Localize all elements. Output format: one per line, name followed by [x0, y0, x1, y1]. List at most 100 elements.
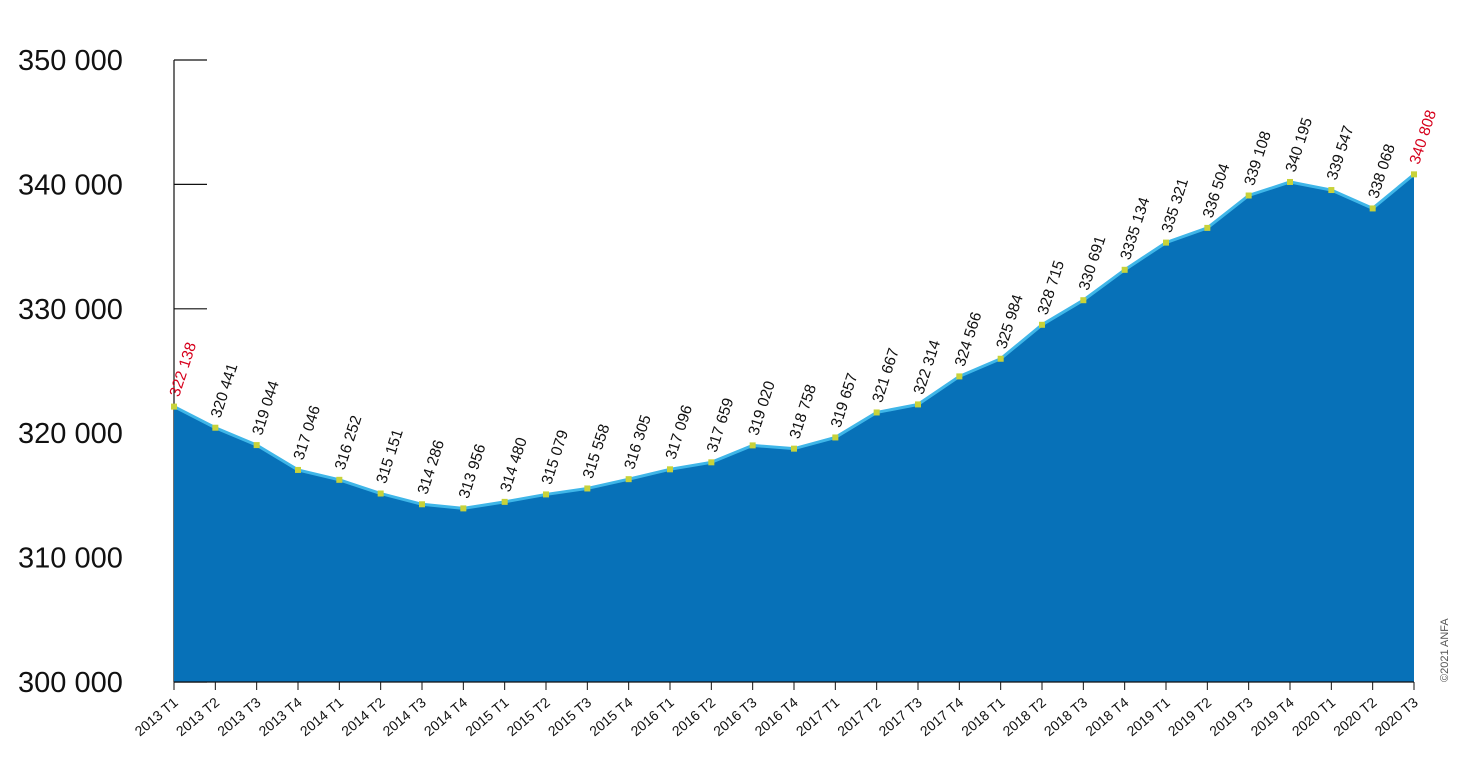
data-point	[1121, 266, 1128, 273]
data-point	[295, 466, 301, 473]
data-point	[336, 476, 343, 483]
x-tick-label: 2014 T3	[379, 694, 429, 739]
y-tick-label: 350 000	[18, 45, 123, 77]
data-point	[501, 498, 508, 505]
x-tick-label: 2017 T2	[834, 694, 884, 739]
data-point	[377, 490, 384, 497]
y-tick-label: 330 000	[18, 294, 123, 326]
data-label: 315 079	[539, 428, 572, 487]
x-tick-label: 2018 T4	[1082, 694, 1132, 739]
data-label: 335 321	[1159, 176, 1192, 235]
data-label: 340 808	[1407, 108, 1440, 167]
x-tick-label: 2018 T2	[999, 694, 1049, 739]
x-tick-label: 2013 T1	[131, 694, 181, 739]
area-fill	[174, 174, 1414, 682]
data-point	[1080, 297, 1087, 304]
x-tick-label: 2016 T2	[669, 694, 719, 739]
data-label: 317 046	[291, 404, 324, 463]
data-label: 315 558	[580, 422, 613, 481]
data-label: 314 286	[415, 438, 448, 497]
x-tick-label: 2019 T4	[1247, 694, 1297, 739]
data-point	[667, 466, 673, 473]
y-tick-label: 310 000	[18, 543, 123, 575]
x-tick-label: 2020 T1	[1289, 694, 1339, 739]
data-label: 319 044	[249, 378, 283, 437]
data-label: 319 657	[828, 371, 861, 430]
data-point	[956, 373, 963, 380]
x-tick-label: 2017 T3	[875, 694, 925, 739]
data-point	[1369, 205, 1376, 212]
copyright-credit: ©2021 ANFA	[1439, 618, 1451, 682]
x-tick-label: 2015 T2	[503, 694, 553, 739]
data-point	[749, 442, 756, 449]
data-point	[1204, 224, 1211, 231]
data-point	[873, 409, 880, 416]
data-point	[460, 505, 467, 512]
data-label: 316 252	[332, 413, 365, 472]
y-tick-label: 340 000	[18, 169, 123, 201]
x-tick-label: 2015 T1	[462, 694, 512, 739]
data-label: 313 956	[456, 442, 489, 501]
x-tick-label: 2020 T2	[1330, 694, 1380, 739]
data-label: 3335 134	[1117, 195, 1153, 262]
x-tick-label: 2019 T2	[1165, 694, 1215, 739]
data-point	[832, 434, 839, 441]
data-label: 321 667	[869, 346, 902, 405]
data-point	[171, 403, 177, 410]
data-point	[543, 491, 549, 498]
data-point	[1163, 239, 1169, 246]
y-axis: 300 000 310 000 320 000 330 000 340 000 350 0…	[18, 45, 207, 699]
x-tick-label: 2016 T1	[627, 694, 677, 739]
data-label: 315 151	[373, 427, 406, 486]
x-tick-label: 2018 T1	[958, 694, 1008, 739]
data-point	[625, 476, 632, 483]
x-tick-label: 2014 T4	[421, 694, 471, 739]
data-point	[1039, 321, 1045, 328]
data-label: 324 566	[952, 310, 985, 369]
data-label: 316 305	[621, 413, 654, 472]
x-tick-label: 2017 T1	[793, 694, 843, 739]
data-label: 322 314	[911, 338, 945, 397]
data-point	[1411, 171, 1417, 178]
data-point	[791, 445, 797, 452]
x-tick-label: 2014 T2	[338, 694, 388, 739]
x-tick-label: 2019 T1	[1123, 694, 1173, 739]
x-tick-label: 2019 T3	[1206, 694, 1256, 739]
data-point	[1245, 192, 1252, 199]
data-point	[253, 442, 260, 449]
y-tick-label: 300 000	[18, 667, 123, 699]
data-label: 318 758	[787, 382, 820, 441]
x-tick-label: 2015 T4	[586, 694, 636, 739]
x-tick-label: 2016 T4	[751, 694, 801, 739]
data-point	[419, 501, 425, 508]
x-tick-label: 2013 T3	[214, 694, 264, 739]
area-layer	[171, 171, 1417, 682]
x-tick-label: 2015 T3	[545, 694, 595, 739]
data-label: 328 715	[1035, 258, 1068, 317]
x-tick-label: 2017 T4	[917, 694, 967, 739]
data-point	[1328, 187, 1335, 194]
x-tick-label: 2013 T2	[173, 694, 223, 739]
data-point	[584, 485, 591, 492]
data-point	[212, 424, 219, 431]
data-label: 339 108	[1241, 129, 1274, 188]
data-label: 319 020	[745, 379, 779, 438]
data-label: 317 096	[663, 403, 696, 462]
data-point	[997, 355, 1004, 362]
data-label: 339 547	[1324, 124, 1357, 183]
data-label: 322 138	[167, 340, 200, 399]
data-point	[915, 401, 921, 408]
data-label: 317 659	[704, 396, 737, 455]
data-label: 320 441	[208, 361, 241, 420]
x-tick-label: 2016 T3	[710, 694, 760, 739]
x-tick-label: 2020 T3	[1371, 694, 1421, 739]
x-tick-label: 2018 T3	[1041, 694, 1091, 739]
x-tick-label: 2014 T1	[297, 694, 347, 739]
data-point	[708, 459, 715, 466]
data-label: 314 480	[497, 435, 531, 494]
y-tick-label: 320 000	[18, 418, 123, 450]
data-label: 340 195	[1283, 116, 1316, 175]
x-tick-label: 2013 T4	[255, 694, 305, 739]
